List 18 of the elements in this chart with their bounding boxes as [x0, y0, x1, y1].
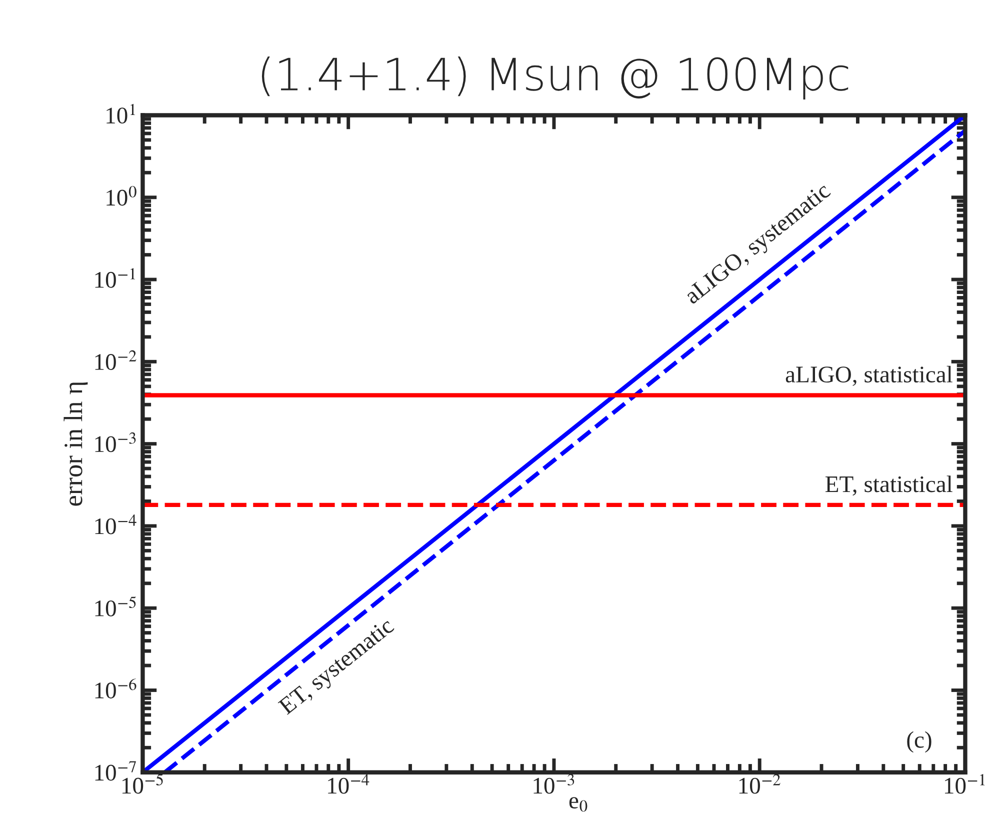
ref-line-label: aLIGO, statistical [786, 366, 952, 386]
x-tick-label: 10$^{−3}$ [534, 774, 574, 794]
y-tick-label: 10$^{−6}$ [95, 678, 136, 698]
ref-line-label: ET, statistical [825, 476, 952, 496]
x-tick-label: 10$^{−2}$ [739, 774, 780, 794]
y-tick-label: 10$^{−3}$ [95, 432, 136, 452]
y-tick-label: 10$^{0}$ [106, 186, 136, 206]
x-tick-label: 10$^{−4}$ [328, 774, 370, 794]
y-tick-label: 10$^{−1}$ [95, 268, 136, 288]
y-axis-title: error in ln η [64, 382, 88, 506]
y-tick-label: 10$^{−5}$ [95, 596, 136, 616]
y-tick-label: 10$^{1}$ [106, 104, 136, 124]
y-tick-label: 10$^{−4}$ [95, 514, 136, 534]
chart-title: (1.4+1.4) Msun @ 100Mpc [262, 56, 848, 100]
x-tick-label: 10$^{−1}$ [945, 774, 985, 794]
annotation: (c) [907, 731, 932, 753]
y-tick-label: 10$^{−2}$ [95, 350, 136, 370]
x-axis-title: e$_{0}$ [569, 797, 588, 812]
